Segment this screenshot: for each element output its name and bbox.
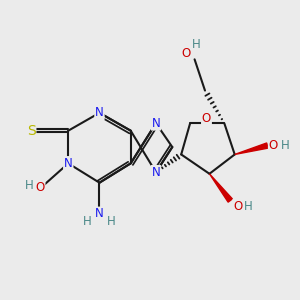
Text: H: H: [281, 139, 290, 152]
Text: H: H: [192, 38, 200, 51]
Text: O: O: [35, 181, 45, 194]
Text: S: S: [27, 124, 35, 138]
Text: H: H: [83, 215, 92, 228]
Text: N: N: [152, 166, 160, 179]
Text: N: N: [64, 157, 73, 170]
Text: N: N: [95, 207, 104, 220]
Text: H: H: [244, 200, 253, 213]
Text: H: H: [107, 215, 116, 228]
Polygon shape: [209, 174, 232, 202]
Text: O: O: [181, 47, 190, 60]
Text: H: H: [25, 179, 33, 192]
Text: N: N: [95, 106, 104, 119]
Text: O: O: [233, 200, 242, 213]
Text: O: O: [202, 112, 211, 125]
Polygon shape: [235, 143, 268, 154]
Text: O: O: [269, 139, 278, 152]
Text: N: N: [152, 117, 160, 130]
